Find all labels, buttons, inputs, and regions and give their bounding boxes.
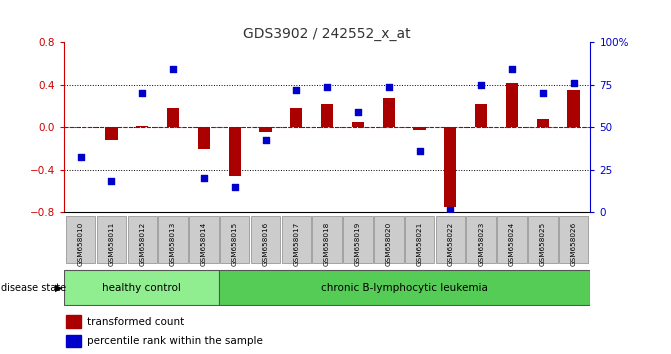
FancyBboxPatch shape [220,216,250,263]
Text: GSM658016: GSM658016 [262,222,268,266]
Point [291,87,302,93]
FancyBboxPatch shape [559,216,588,263]
FancyBboxPatch shape [66,216,95,263]
Point [352,109,363,114]
Text: ▶: ▶ [55,282,62,293]
Bar [568,90,580,127]
Text: GSM658025: GSM658025 [539,222,546,266]
FancyBboxPatch shape [219,270,590,306]
Text: disease state: disease state [1,282,66,293]
Text: GSM658020: GSM658020 [386,222,392,266]
FancyBboxPatch shape [282,216,311,263]
Title: GDS3902 / 242552_x_at: GDS3902 / 242552_x_at [244,28,411,41]
Bar [66,335,81,347]
Text: GSM658017: GSM658017 [293,222,299,266]
Point [260,137,271,143]
Bar [167,108,179,127]
Bar [66,315,81,328]
FancyBboxPatch shape [528,216,558,263]
Text: GSM658019: GSM658019 [355,222,361,266]
FancyBboxPatch shape [312,216,342,263]
Point [106,178,117,183]
Text: GSM658023: GSM658023 [478,222,484,266]
Bar [105,127,117,140]
Text: healthy control: healthy control [102,282,181,293]
Text: GSM658026: GSM658026 [570,222,576,266]
Bar [382,98,395,127]
Text: GSM658011: GSM658011 [109,222,115,266]
FancyBboxPatch shape [97,216,126,263]
Text: GSM658013: GSM658013 [170,222,176,266]
Point [199,176,209,181]
Bar [136,126,148,127]
FancyBboxPatch shape [405,216,434,263]
Point [168,66,178,72]
FancyBboxPatch shape [251,216,280,263]
Text: GSM658014: GSM658014 [201,222,207,266]
FancyBboxPatch shape [127,216,157,263]
Text: GSM658022: GSM658022 [448,222,454,266]
Bar [260,127,272,132]
Point [75,154,86,160]
Bar [413,127,425,130]
Text: GSM658015: GSM658015 [231,222,238,266]
Text: chronic B-lymphocytic leukemia: chronic B-lymphocytic leukemia [321,282,488,293]
Bar [537,119,549,127]
Text: GSM658012: GSM658012 [140,222,146,266]
Text: transformed count: transformed count [87,316,185,327]
Point [445,207,456,213]
FancyBboxPatch shape [189,216,219,263]
Point [137,91,148,96]
Bar [506,83,518,127]
Point [322,84,333,90]
Bar [444,127,456,207]
FancyBboxPatch shape [435,216,465,263]
Point [568,80,579,86]
Bar [352,122,364,127]
Point [507,66,517,72]
FancyBboxPatch shape [497,216,527,263]
Point [476,82,486,88]
Bar [475,104,487,127]
Text: GSM658024: GSM658024 [509,222,515,266]
FancyBboxPatch shape [374,216,403,263]
Point [383,84,394,90]
Point [414,148,425,154]
Text: percentile rank within the sample: percentile rank within the sample [87,336,263,346]
Bar [229,127,241,176]
Bar [198,127,210,149]
Point [229,184,240,190]
Text: GSM658018: GSM658018 [324,222,330,266]
Point [537,91,548,96]
Text: GSM658010: GSM658010 [78,222,84,266]
Bar [321,104,333,127]
FancyBboxPatch shape [64,270,219,306]
Bar [290,108,303,127]
FancyBboxPatch shape [466,216,496,263]
FancyBboxPatch shape [343,216,372,263]
Text: GSM658021: GSM658021 [417,222,423,266]
FancyBboxPatch shape [158,216,188,263]
